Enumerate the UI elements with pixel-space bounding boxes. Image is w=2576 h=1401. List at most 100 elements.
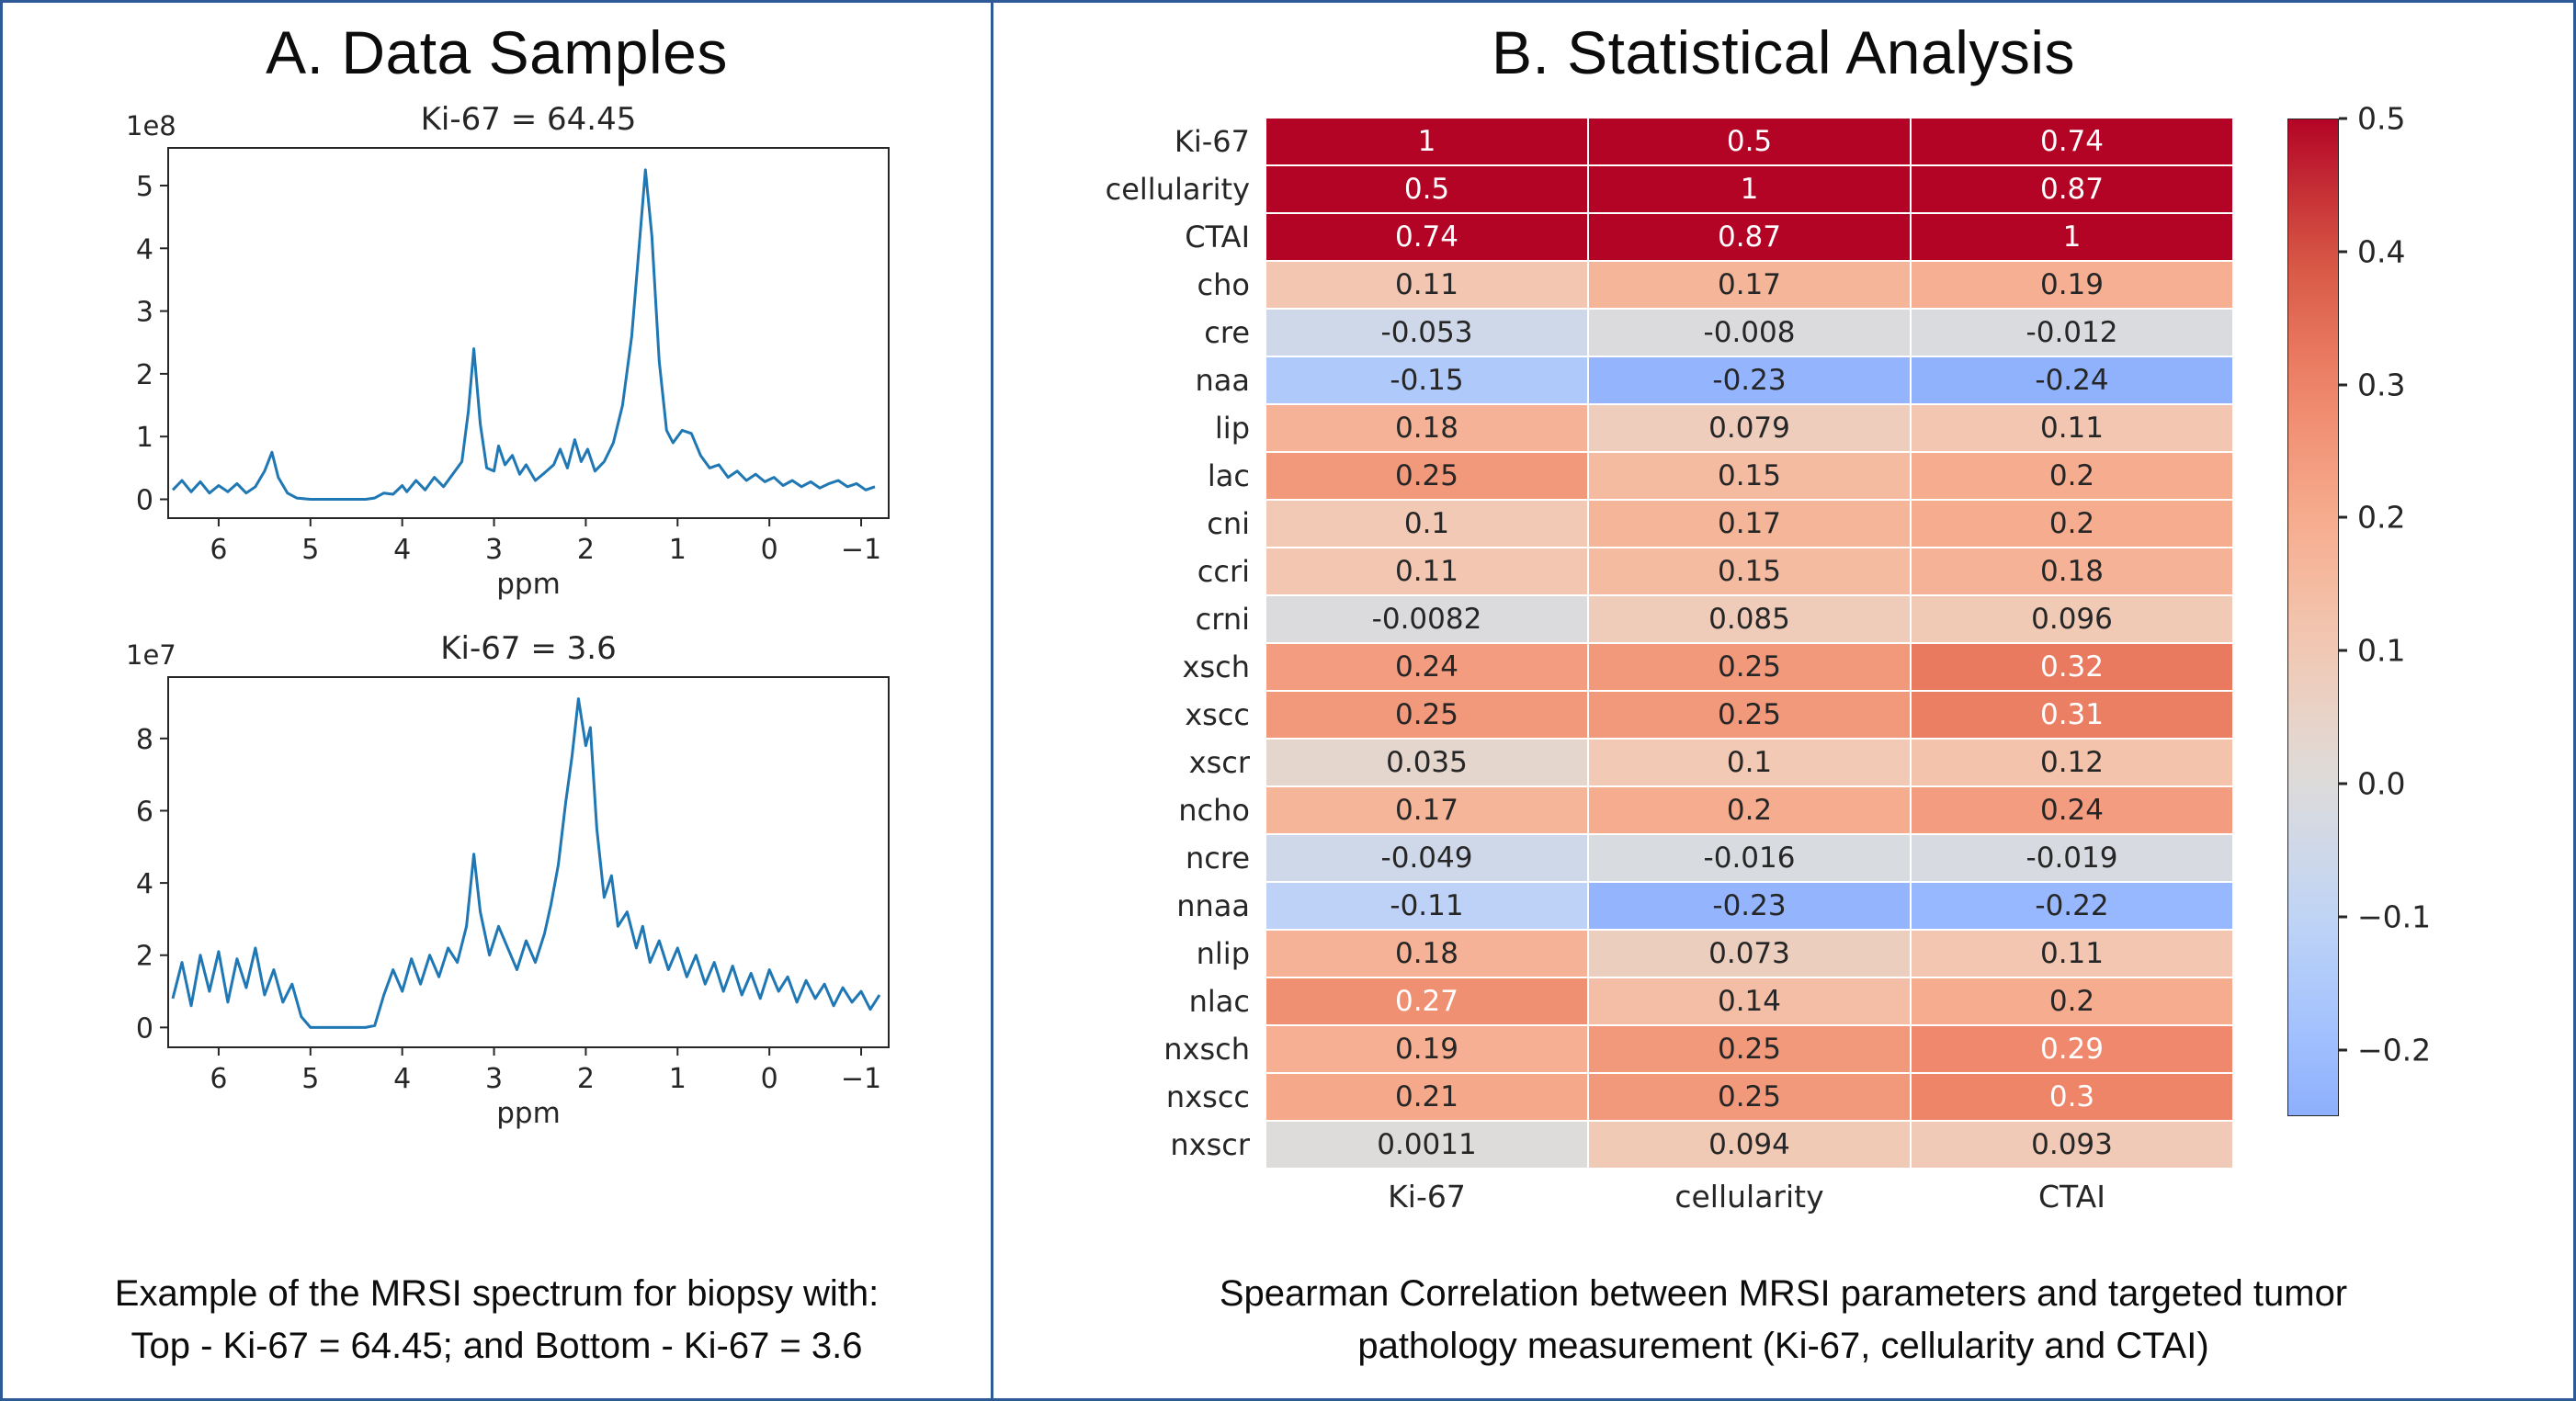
y-tick-label: 2 bbox=[135, 359, 153, 391]
x-tick-label: 5 bbox=[301, 1063, 319, 1095]
heatmap-cell: 0.21 bbox=[1266, 1074, 1587, 1120]
y-tick-label: 0 bbox=[135, 1012, 153, 1045]
heatmap-cell: 0.87 bbox=[1912, 166, 2232, 212]
heatmap-cell: 0.094 bbox=[1589, 1122, 1910, 1168]
heatmap-corner bbox=[1085, 1169, 1265, 1215]
plot-title: Ki-67 = 3.6 bbox=[440, 630, 616, 667]
panel-b-title: B. Statistical Analysis bbox=[1491, 18, 2076, 86]
heatmap-row-label: cellularity bbox=[1105, 172, 1250, 207]
panel-a-caption-line1: Example of the MRSI spectrum for biopsy … bbox=[114, 1273, 879, 1315]
heatmap-cell: 0.15 bbox=[1589, 453, 1910, 499]
x-axis-label: ppm bbox=[496, 568, 561, 601]
x-tick-label: 4 bbox=[393, 1063, 411, 1095]
heatmap-cell: -0.049 bbox=[1266, 835, 1587, 881]
colorbar-tick bbox=[2339, 383, 2347, 387]
heatmap-row-label: lac bbox=[1207, 458, 1250, 493]
heatmap-col-label: Ki-67 bbox=[1388, 1178, 1466, 1215]
heatmap-cell: 0.17 bbox=[1589, 262, 1910, 308]
heatmap-cell: 0.32 bbox=[1912, 644, 2232, 690]
heatmap-cell: 0.24 bbox=[1912, 787, 2232, 833]
heatmap-row-label: naa bbox=[1195, 363, 1251, 398]
heatmap-row-label: lip bbox=[1214, 411, 1250, 446]
heatmap-col-label: cellularity bbox=[1674, 1178, 1824, 1215]
heatmap-cell: 0.1 bbox=[1589, 740, 1910, 785]
heatmap-cell: 0.19 bbox=[1912, 262, 2232, 308]
axis-offset-label: 1e8 bbox=[126, 110, 176, 141]
heatmap-col-label: CTAI bbox=[2038, 1178, 2105, 1215]
x-tick-label: 0 bbox=[760, 534, 777, 566]
heatmap-row-label: nlip bbox=[1196, 936, 1250, 971]
heatmap-row-label: ncre bbox=[1185, 841, 1250, 876]
x-tick-label: 6 bbox=[210, 534, 227, 566]
heatmap-row-label: cre bbox=[1204, 315, 1250, 350]
heatmap-cell: 0.25 bbox=[1266, 453, 1587, 499]
x-tick-label: 3 bbox=[485, 534, 503, 566]
panel-b-caption: Spearman Correlation between MRSI parame… bbox=[1220, 1268, 2347, 1398]
panel-b-caption-line2: pathology measurement (Ki-67, cellularit… bbox=[1357, 1326, 2209, 1367]
heatmap-cell: 0.74 bbox=[1912, 119, 2232, 164]
colorbar-tick-label: −0.2 bbox=[2357, 1032, 2432, 1068]
panel-divider bbox=[991, 3, 993, 1398]
y-tick-label: 6 bbox=[135, 796, 153, 828]
panel-statistical-analysis: B. Statistical Analysis Ki-67 1 0.5 0.74 cel… bbox=[993, 3, 2573, 1398]
heatmap-cell: 0.035 bbox=[1266, 740, 1587, 785]
heatmap-cell: 0.17 bbox=[1589, 501, 1910, 547]
heatmap-cell: 0.15 bbox=[1589, 548, 1910, 594]
heatmap-cell: 0.24 bbox=[1266, 644, 1587, 690]
y-tick-label: 2 bbox=[135, 941, 153, 973]
heatmap-row-label: nxscr bbox=[1170, 1127, 1250, 1162]
correlation-heatmap: Ki-67 1 0.5 0.74 cellularity 0.5 1 0.87 CTAI 0.74… bbox=[1085, 119, 2232, 1215]
heatmap-cell: 0.11 bbox=[1266, 262, 1587, 308]
heatmap-cell: 0.11 bbox=[1266, 548, 1587, 594]
y-tick-label: 0 bbox=[135, 485, 153, 517]
heatmap-cell: 0.3 bbox=[1912, 1074, 2232, 1120]
heatmap-row-label: nlac bbox=[1188, 984, 1250, 1019]
heatmap-row-label: ncho bbox=[1178, 793, 1250, 828]
colorbar-tick bbox=[2339, 117, 2347, 120]
colorbar-tick-label: 0.0 bbox=[2357, 765, 2406, 802]
heatmap-cell: -0.0082 bbox=[1266, 596, 1587, 642]
colorbar-tick-label: 0.2 bbox=[2357, 499, 2406, 536]
heatmap-cell: 0.18 bbox=[1266, 405, 1587, 451]
heatmap-cell: 0.18 bbox=[1266, 931, 1587, 977]
panel-data-samples: A. Data Samples Ki-67 = 64.45 1e8 6 5 4 3 2 1 0 −… bbox=[3, 3, 991, 1398]
heatmap-cell: -0.019 bbox=[1912, 835, 2232, 881]
x-tick-label: 1 bbox=[668, 534, 686, 566]
heatmap-cell: 0.073 bbox=[1589, 931, 1910, 977]
colorbar-gradient bbox=[2287, 119, 2339, 1116]
heatmap-cell: 0.5 bbox=[1589, 119, 1910, 164]
spectrum_top-svg: Ki-67 = 64.45 1e8 6 5 4 3 2 1 0 −1 0 1 2 3 4 5 ppm bbox=[126, 101, 890, 601]
heatmap-cell: 0.17 bbox=[1266, 787, 1587, 833]
colorbar-tick bbox=[2339, 515, 2347, 519]
y-tick-label: 3 bbox=[135, 297, 153, 329]
x-tick-label: 2 bbox=[576, 534, 594, 566]
heatmap-cell: 0.87 bbox=[1589, 214, 1910, 260]
colorbar-tick bbox=[2339, 649, 2347, 652]
heatmap-cell: 1 bbox=[1266, 119, 1587, 164]
heatmap-cell: 0.093 bbox=[1912, 1122, 2232, 1168]
axis-offset-label: 1e7 bbox=[126, 639, 176, 671]
heatmap-cell: 0.18 bbox=[1912, 548, 2232, 594]
heatmap-cell: -0.053 bbox=[1266, 310, 1587, 356]
colorbar-tick-label: 0.4 bbox=[2357, 233, 2406, 270]
heatmap-row-label: nxscc bbox=[1165, 1079, 1250, 1114]
heatmap-cell: 0.11 bbox=[1912, 405, 2232, 451]
colorbar-tick bbox=[2339, 250, 2347, 254]
heatmap-cell: 0.74 bbox=[1266, 214, 1587, 260]
heatmap-cell: 0.2 bbox=[1912, 978, 2232, 1024]
heatmap-row-label: cho bbox=[1197, 267, 1250, 302]
heatmap-cell: -0.22 bbox=[1912, 883, 2232, 929]
x-tick-label: 1 bbox=[668, 1063, 686, 1095]
heatmap-row-label: ccri bbox=[1197, 554, 1250, 589]
heatmap-row-label: nnaa bbox=[1176, 888, 1250, 923]
spectrum-plot-top: Ki-67 = 64.45 1e8 6 5 4 3 2 1 0 −1 0 1 2 3 4 5 ppm bbox=[93, 91, 902, 607]
heatmap-cell: 0.25 bbox=[1589, 1026, 1910, 1072]
heatmap-cell: -0.15 bbox=[1266, 357, 1587, 403]
heatmap-row-label: cni bbox=[1207, 506, 1250, 541]
x-tick-label: 5 bbox=[301, 534, 319, 566]
heatmap-row-label: xscc bbox=[1185, 697, 1250, 732]
heatmap-row-label: xscr bbox=[1188, 745, 1250, 780]
colorbar-tick-label: 0.3 bbox=[2357, 367, 2406, 403]
heatmap-row-label: crni bbox=[1195, 602, 1250, 637]
